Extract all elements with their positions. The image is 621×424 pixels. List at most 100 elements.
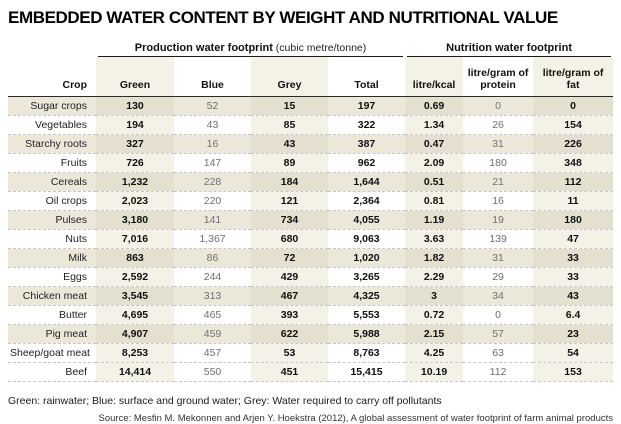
table-row: Cereals 1,232 228 184 1,644 0.51 21 112 xyxy=(8,172,614,192)
value-cell: 451 xyxy=(251,362,328,382)
crop-name-cell: Sugar crops xyxy=(8,96,96,116)
value-cell: 72 xyxy=(251,248,328,268)
value-cell: 0.47 xyxy=(405,134,464,154)
value-cell: 1.19 xyxy=(405,210,464,230)
value-cell: 53 xyxy=(251,343,328,363)
value-cell: 4,907 xyxy=(96,324,174,344)
value-cell: 57 xyxy=(463,324,534,344)
column-header-blue: Blue xyxy=(174,57,251,97)
value-cell: 4,055 xyxy=(328,210,406,230)
column-header-row: Crop Green Blue Grey Total litre/kcal li… xyxy=(8,57,614,97)
value-cell: 1,644 xyxy=(328,172,406,192)
source-credit: Source: Mesfin M. Mekonnen and Arjen Y. … xyxy=(98,413,614,424)
crop-name-cell: Vegetables xyxy=(8,115,96,135)
value-cell: 2.09 xyxy=(405,153,464,173)
value-cell: 130 xyxy=(96,96,174,116)
value-cell: 33 xyxy=(533,267,614,287)
crop-name-cell: Cereals xyxy=(8,172,96,192)
crop-name-cell: Pig meat xyxy=(8,324,96,344)
table-row: Starchy roots 327 16 43 387 0.47 31 226 xyxy=(8,134,614,154)
value-cell: 52 xyxy=(174,96,251,116)
page-title: EMBEDDED WATER CONTENT BY WEIGHT AND NUT… xyxy=(8,8,558,27)
crop-name-cell: Butter xyxy=(8,305,96,325)
production-group-unit: (cubic metre/tonne) xyxy=(272,42,367,54)
value-cell: 112 xyxy=(533,172,614,192)
value-cell: 1,020 xyxy=(328,248,406,268)
value-cell: 726 xyxy=(96,153,174,173)
value-cell: 220 xyxy=(174,191,251,211)
color-legend: Green: rainwater; Blue: surface and grou… xyxy=(8,395,442,407)
column-header-litre-per-gram-protein: litre/gram of protein xyxy=(463,57,534,97)
value-cell: 180 xyxy=(533,210,614,230)
value-cell: 8,763 xyxy=(328,343,406,363)
value-cell: 322 xyxy=(328,115,406,135)
value-cell: 465 xyxy=(174,305,251,325)
value-cell: 327 xyxy=(96,134,174,154)
value-cell: 0.51 xyxy=(405,172,464,192)
value-cell: 43 xyxy=(251,134,328,154)
value-cell: 962 xyxy=(328,153,406,173)
value-cell: 2.29 xyxy=(405,267,464,287)
value-cell: 9,063 xyxy=(328,229,406,249)
value-cell: 1.34 xyxy=(405,115,464,135)
value-cell: 0 xyxy=(463,305,534,325)
table-row: Nuts 7,016 1,367 680 9,063 3.63 139 47 xyxy=(8,229,614,249)
table-row: Sheep/goat meat 8,253 457 53 8,763 4.25 63 54 xyxy=(8,343,614,363)
value-cell: 86 xyxy=(174,248,251,268)
value-cell: 2,364 xyxy=(328,191,406,211)
value-cell: 14,414 xyxy=(96,362,174,382)
table-row: Vegetables 194 43 85 322 1.34 26 154 xyxy=(8,115,614,135)
value-cell: 226 xyxy=(533,134,614,154)
group-header-row: Production water footprint (cubic metre/… xyxy=(8,37,613,57)
value-cell: 16 xyxy=(463,191,534,211)
group-header-production: Production water footprint (cubic metre/… xyxy=(96,37,405,57)
production-group-label: Production water footprint xyxy=(134,42,273,54)
table-row: Fruits 726 147 89 962 2.09 180 348 xyxy=(8,153,614,173)
value-cell: 3,265 xyxy=(328,267,406,287)
value-cell: 54 xyxy=(533,343,614,363)
value-cell: 680 xyxy=(251,229,328,249)
value-cell: 3.63 xyxy=(405,229,464,249)
value-cell: 387 xyxy=(328,134,406,154)
value-cell: 393 xyxy=(251,305,328,325)
value-cell: 43 xyxy=(533,286,614,306)
value-cell: 34 xyxy=(463,286,534,306)
value-cell: 863 xyxy=(96,248,174,268)
crop-name-cell: Starchy roots xyxy=(8,134,96,154)
value-cell: 197 xyxy=(328,96,406,116)
value-cell: 29 xyxy=(463,267,534,287)
value-cell: 0.69 xyxy=(405,96,464,116)
column-header-total: Total xyxy=(328,57,406,97)
value-cell: 11 xyxy=(533,191,614,211)
column-header-grey: Grey xyxy=(251,57,328,97)
value-cell: 63 xyxy=(463,343,534,363)
value-cell: 244 xyxy=(174,267,251,287)
value-cell: 21 xyxy=(463,172,534,192)
value-cell: 3 xyxy=(405,286,464,306)
value-cell: 0.81 xyxy=(405,191,464,211)
value-cell: 15,415 xyxy=(328,362,406,382)
value-cell: 33 xyxy=(533,248,614,268)
column-header-litre-per-kcal: litre/kcal xyxy=(405,57,464,97)
table-row: Pulses 3,180 141 734 4,055 1.19 19 180 xyxy=(8,210,614,230)
value-cell: 154 xyxy=(533,115,614,135)
crop-name-cell: Oil crops xyxy=(8,191,96,211)
table-row: Milk 863 86 72 1,020 1.82 31 33 xyxy=(8,248,614,268)
value-cell: 5,988 xyxy=(328,324,406,344)
value-cell: 5,553 xyxy=(328,305,406,325)
value-cell: 2,023 xyxy=(96,191,174,211)
table-row: Butter 4,695 465 393 5,553 0.72 0 6.4 xyxy=(8,305,614,325)
crop-name-cell: Milk xyxy=(8,248,96,268)
group-header-spacer xyxy=(8,37,96,57)
column-header-green: Green xyxy=(96,57,174,97)
value-cell: 31 xyxy=(463,134,534,154)
crop-name-cell: Nuts xyxy=(8,229,96,249)
nutrition-group-label: Nutrition water footprint xyxy=(446,42,572,54)
water-footprint-table: Production water footprint (cubic metre/… xyxy=(8,37,614,382)
table-row: Sugar crops 130 52 15 197 0.69 0 0 xyxy=(8,96,614,116)
value-cell: 23 xyxy=(533,324,614,344)
table-row: Eggs 2,592 244 429 3,265 2.29 29 33 xyxy=(8,267,614,287)
column-header-crop: Crop xyxy=(8,57,96,97)
value-cell: 550 xyxy=(174,362,251,382)
